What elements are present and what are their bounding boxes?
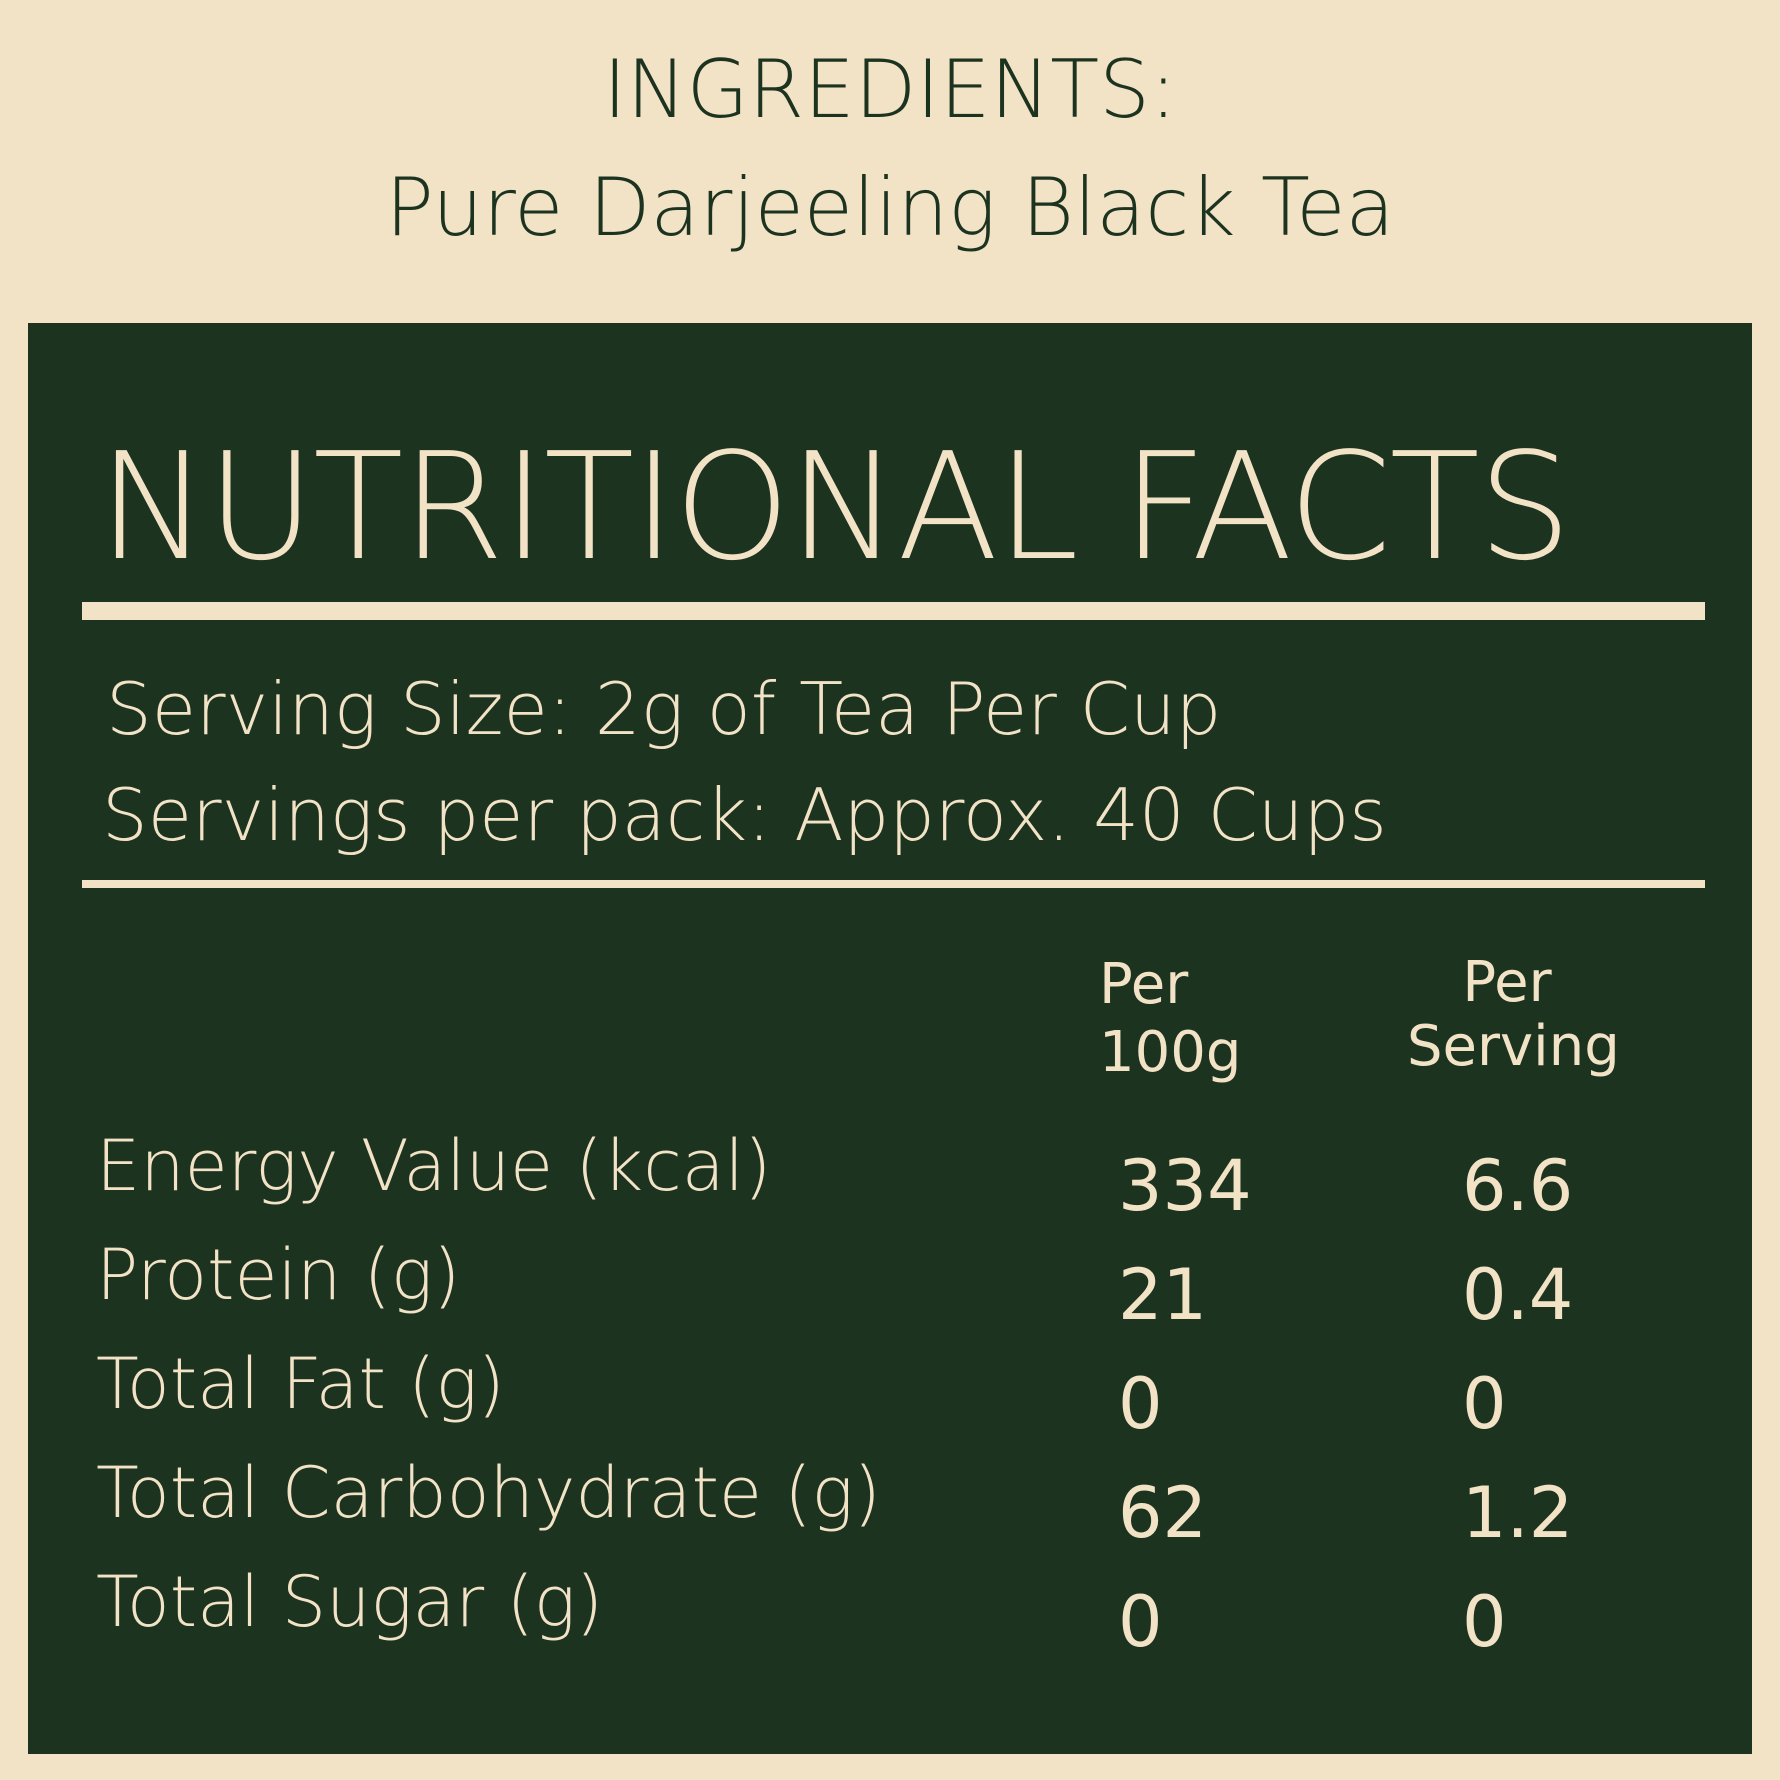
column-header-per-serving: Per Serving	[1407, 950, 1620, 1079]
per-serving-value: 1.2	[1462, 1472, 1574, 1554]
nutrient-label: Total Sugar (g)	[96, 1561, 604, 1643]
per-100g-value: 334	[1118, 1145, 1252, 1227]
serving-size: Serving Size: 2g of Tea Per Cup	[106, 667, 1222, 751]
column-header-per-100g: Per 100g	[1099, 951, 1241, 1087]
per-serving-value: 0	[1462, 1363, 1507, 1445]
per-100g-value: 62	[1118, 1472, 1208, 1554]
ingredients-text: Pure Darjeeling Black Tea	[385, 161, 1395, 254]
per-serving-value: 0	[1462, 1581, 1507, 1663]
column-header-line: 100g	[1099, 1020, 1242, 1085]
nutrition-facts-panel: NUTRITIONAL FACTS Serving Size: 2g of Te…	[28, 323, 1752, 1754]
column-header-line: Serving	[1407, 1014, 1620, 1079]
per-100g-value: 0	[1118, 1581, 1163, 1663]
per-serving-value: 0.4	[1462, 1254, 1574, 1336]
ingredients-heading: INGREDIENTS:	[603, 43, 1177, 136]
servings-per-pack: Servings per pack: Approx. 40 Cups	[102, 773, 1387, 857]
per-100g-value: 21	[1118, 1254, 1208, 1336]
divider	[82, 880, 1705, 888]
per-100g-value: 0	[1118, 1363, 1163, 1445]
nutrient-label: Protein (g)	[96, 1234, 461, 1316]
per-serving-value: 6.6	[1462, 1145, 1574, 1227]
column-header-line: Per	[1099, 952, 1189, 1017]
nutrient-label: Energy Value (kcal)	[96, 1125, 772, 1207]
facts-title: NUTRITIONAL FACTS	[98, 421, 1572, 593]
nutrient-label: Total Carbohydrate (g)	[96, 1452, 881, 1534]
column-header-line: Per	[1462, 950, 1552, 1015]
nutrient-label: Total Fat (g)	[96, 1343, 505, 1425]
divider	[82, 602, 1705, 620]
